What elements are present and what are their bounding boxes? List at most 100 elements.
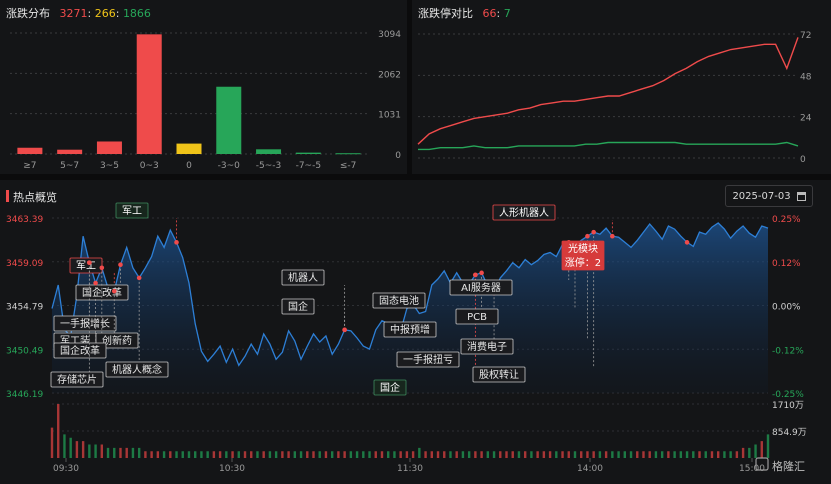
volume-bar (150, 451, 153, 458)
x-tick-label: -7~-5 (296, 161, 322, 171)
annotation-label: 固态电池 (379, 294, 419, 307)
annotation-tag (281, 269, 325, 286)
x-tick-label: -5~-3 (256, 161, 282, 171)
volume-bar (75, 441, 79, 458)
annotation-label: 一手报增长 (60, 317, 110, 330)
volume-bar (766, 434, 770, 458)
volume-bar (125, 447, 128, 458)
y-tick-label: 2062 (378, 70, 401, 80)
volume-bar (754, 444, 757, 458)
annotation-label: PCB (467, 312, 487, 323)
x-tick-label: 15:00 (739, 464, 765, 474)
limit-ratio-chart: 72 48 24 0 (417, 31, 812, 165)
bar (295, 152, 321, 154)
volume-bar (306, 451, 309, 458)
volume-bar (505, 451, 508, 458)
volume-bar (704, 451, 707, 458)
volume-bar (175, 451, 178, 458)
volume-bar (268, 451, 272, 458)
volume-bar (374, 451, 377, 458)
annotation-label: 创新药 (102, 334, 132, 347)
volume-bar (573, 451, 577, 458)
volume-bar (523, 451, 527, 458)
volume-bar (716, 451, 720, 458)
x-tick-label: 0~3 (140, 161, 159, 171)
hot-overview-panel: 3463.39 0.25% 3459.09 0.12% 3454.79 0.00% 3450… (0, 180, 831, 484)
volume-bar (723, 451, 726, 458)
volume-bar (119, 447, 122, 458)
volume-bar (281, 451, 284, 458)
bar (136, 34, 162, 155)
volume-bar (81, 441, 85, 458)
annotation-tag (455, 308, 499, 325)
annotation-dot (99, 265, 105, 271)
volume-bar (393, 451, 396, 458)
annotation-label: AI服务器 (461, 281, 501, 294)
volume-bar (486, 451, 490, 458)
volume-bar (648, 451, 651, 458)
volume-bar (181, 451, 184, 458)
y-tick-label: 48 (800, 72, 812, 82)
volume-bar (274, 451, 278, 458)
brand-watermark: 格隆汇 (772, 459, 805, 473)
volume-bar (343, 451, 346, 458)
price-tick-label: 3463.39 (6, 215, 43, 225)
annotation-dot (342, 327, 347, 333)
volume-bar (748, 447, 751, 458)
volume-bar (449, 451, 452, 458)
volume-bar (405, 451, 409, 458)
volume-bar (162, 451, 166, 458)
annotation-tag (492, 204, 556, 221)
annotation-tag (95, 332, 139, 349)
annotation-dot (585, 233, 590, 239)
volume-bar (225, 451, 228, 458)
annotation-dot (610, 233, 615, 239)
price-tick-label: 3450.49 (6, 346, 43, 356)
volume-bar (312, 451, 315, 458)
date-picker[interactable]: 2025-07-03 (725, 185, 813, 207)
volume-bar (355, 451, 359, 458)
annotation-tag (561, 240, 605, 271)
volume-bar (536, 451, 539, 458)
volume-bar (424, 451, 427, 458)
volume-bar (287, 451, 290, 458)
pct-tick-label: -0.12% (772, 346, 804, 356)
volume-bar (636, 451, 639, 458)
annotation-dot (93, 280, 98, 286)
distribution-title-row: 涨跌分布 3271: 266: 1866 (6, 7, 151, 20)
volume-bar (685, 451, 689, 458)
annotation-label: 军工 (122, 205, 142, 217)
annotation-label: 机器人概念 (112, 363, 162, 376)
volume-bar (617, 451, 620, 458)
annotation-label: 机器人 (288, 271, 318, 284)
volume-bar (231, 451, 234, 458)
volume-bar (293, 451, 297, 458)
annotation-tag (53, 342, 107, 359)
volume-bar (430, 451, 433, 458)
pct-tick-label: 0.12% (772, 259, 801, 269)
distribution-chart: 3094 2062 1031 0 ≥7 5~7 3~5 0~3 0 -3~0 -5~-3 -7~-5 ≤… (10, 30, 401, 171)
volume-bar (741, 447, 745, 458)
x-tick-label: 09:30 (53, 464, 79, 474)
annotation-dot (684, 240, 690, 245)
volume-bar (586, 451, 589, 458)
annotation-sub-label: 涨停：2 (565, 256, 601, 269)
y-tick-label: 0 (395, 151, 401, 161)
annotation-tag (449, 279, 513, 296)
volume-bar (218, 451, 222, 458)
x-tick-label: ≤-7 (340, 161, 357, 171)
annotation-label: 国企 (380, 381, 400, 394)
volume-bar (94, 444, 97, 458)
volume-bar (418, 447, 421, 458)
annotation-tag (50, 371, 104, 388)
annotation-label: 一手报扭亏 (403, 353, 453, 366)
volume-bar (474, 451, 477, 458)
volume-bar (548, 451, 552, 458)
volume-bar (443, 451, 446, 458)
brand-logo-icon (755, 457, 769, 471)
annotation-dot (174, 240, 179, 245)
volume-bar (592, 451, 595, 458)
volume-bar (212, 451, 216, 458)
limit-down-line (418, 141, 799, 151)
bar (96, 141, 122, 154)
